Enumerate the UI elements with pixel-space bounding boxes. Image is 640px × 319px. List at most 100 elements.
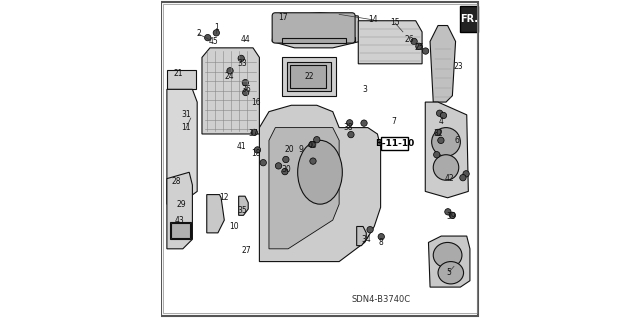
Text: 4: 4 [439, 117, 444, 126]
Ellipse shape [298, 140, 342, 204]
Circle shape [205, 34, 211, 41]
Text: 17: 17 [278, 13, 288, 22]
Ellipse shape [433, 155, 459, 180]
Ellipse shape [433, 242, 462, 268]
Bar [167, 70, 196, 89]
Circle shape [361, 120, 367, 126]
Bar [287, 62, 331, 91]
Text: 25: 25 [414, 43, 424, 52]
Polygon shape [356, 226, 366, 246]
Circle shape [411, 38, 417, 45]
Circle shape [310, 158, 316, 164]
Circle shape [238, 55, 244, 62]
Polygon shape [239, 196, 248, 215]
Ellipse shape [438, 262, 463, 284]
Polygon shape [425, 102, 468, 198]
Text: 39: 39 [446, 212, 456, 221]
Text: 28: 28 [172, 177, 181, 186]
Circle shape [213, 30, 220, 36]
Circle shape [436, 110, 443, 116]
Circle shape [449, 212, 456, 219]
Circle shape [283, 156, 289, 163]
Text: 8: 8 [378, 238, 383, 247]
Text: 9: 9 [298, 145, 303, 154]
Bar [460, 6, 478, 32]
Circle shape [251, 129, 257, 136]
Polygon shape [430, 26, 456, 102]
Circle shape [435, 129, 441, 136]
Text: 15: 15 [390, 18, 400, 27]
Text: B-11-10: B-11-10 [374, 139, 414, 148]
Circle shape [243, 89, 249, 96]
Circle shape [416, 43, 422, 49]
Circle shape [309, 141, 316, 148]
Bar [381, 137, 408, 150]
Text: 45: 45 [208, 37, 218, 46]
Text: 6: 6 [455, 136, 460, 145]
Text: 22: 22 [304, 72, 314, 81]
Text: 23: 23 [454, 63, 463, 71]
Circle shape [260, 160, 266, 166]
Circle shape [314, 137, 320, 143]
Circle shape [275, 163, 282, 169]
Text: 29: 29 [177, 200, 186, 209]
Text: 41: 41 [237, 142, 246, 151]
Bar [170, 222, 191, 239]
Text: SDN4-B3740C: SDN4-B3740C [351, 295, 410, 304]
Text: 32: 32 [433, 130, 443, 138]
Circle shape [282, 168, 288, 175]
Polygon shape [259, 105, 381, 262]
Text: 31: 31 [181, 110, 191, 119]
Text: 1: 1 [214, 23, 219, 32]
Circle shape [348, 131, 354, 138]
Text: 18: 18 [252, 149, 261, 158]
Text: 10: 10 [229, 222, 239, 231]
Polygon shape [272, 13, 360, 48]
Text: 3: 3 [362, 85, 367, 94]
Text: 34: 34 [362, 235, 371, 244]
Text: 16: 16 [252, 98, 261, 107]
Text: 14: 14 [368, 15, 378, 24]
Text: 24: 24 [224, 72, 234, 81]
Circle shape [254, 147, 260, 153]
Polygon shape [167, 89, 197, 204]
Text: 35: 35 [237, 206, 247, 215]
Text: 21: 21 [173, 69, 183, 78]
Bar [282, 57, 336, 96]
Text: 36: 36 [242, 85, 252, 94]
Circle shape [227, 68, 233, 74]
Circle shape [367, 226, 373, 233]
Text: 44: 44 [240, 35, 250, 44]
Text: 27: 27 [242, 246, 252, 255]
Text: 38: 38 [344, 123, 353, 132]
Polygon shape [269, 128, 339, 249]
Polygon shape [428, 236, 470, 287]
Bar [171, 223, 190, 238]
Text: 12: 12 [220, 193, 229, 202]
Circle shape [460, 174, 466, 181]
Text: 43: 43 [175, 216, 184, 225]
Text: 40: 40 [307, 141, 317, 150]
Text: 30: 30 [282, 165, 291, 174]
Text: 20: 20 [285, 145, 294, 154]
Circle shape [242, 79, 248, 86]
Circle shape [346, 120, 353, 126]
Circle shape [378, 234, 385, 240]
Ellipse shape [431, 128, 460, 156]
Circle shape [422, 48, 429, 54]
Bar [282, 38, 346, 43]
Circle shape [463, 171, 469, 177]
Polygon shape [167, 172, 193, 249]
Text: FR.: FR. [460, 14, 478, 24]
Text: 33: 33 [237, 59, 247, 68]
Circle shape [445, 209, 451, 215]
Text: 42: 42 [444, 174, 454, 183]
Text: 2: 2 [196, 29, 201, 38]
FancyBboxPatch shape [272, 13, 355, 43]
Polygon shape [202, 48, 259, 134]
Bar [275, 37, 355, 41]
Circle shape [440, 112, 447, 119]
Polygon shape [207, 195, 224, 233]
Circle shape [433, 152, 440, 158]
Text: 26: 26 [404, 35, 414, 44]
